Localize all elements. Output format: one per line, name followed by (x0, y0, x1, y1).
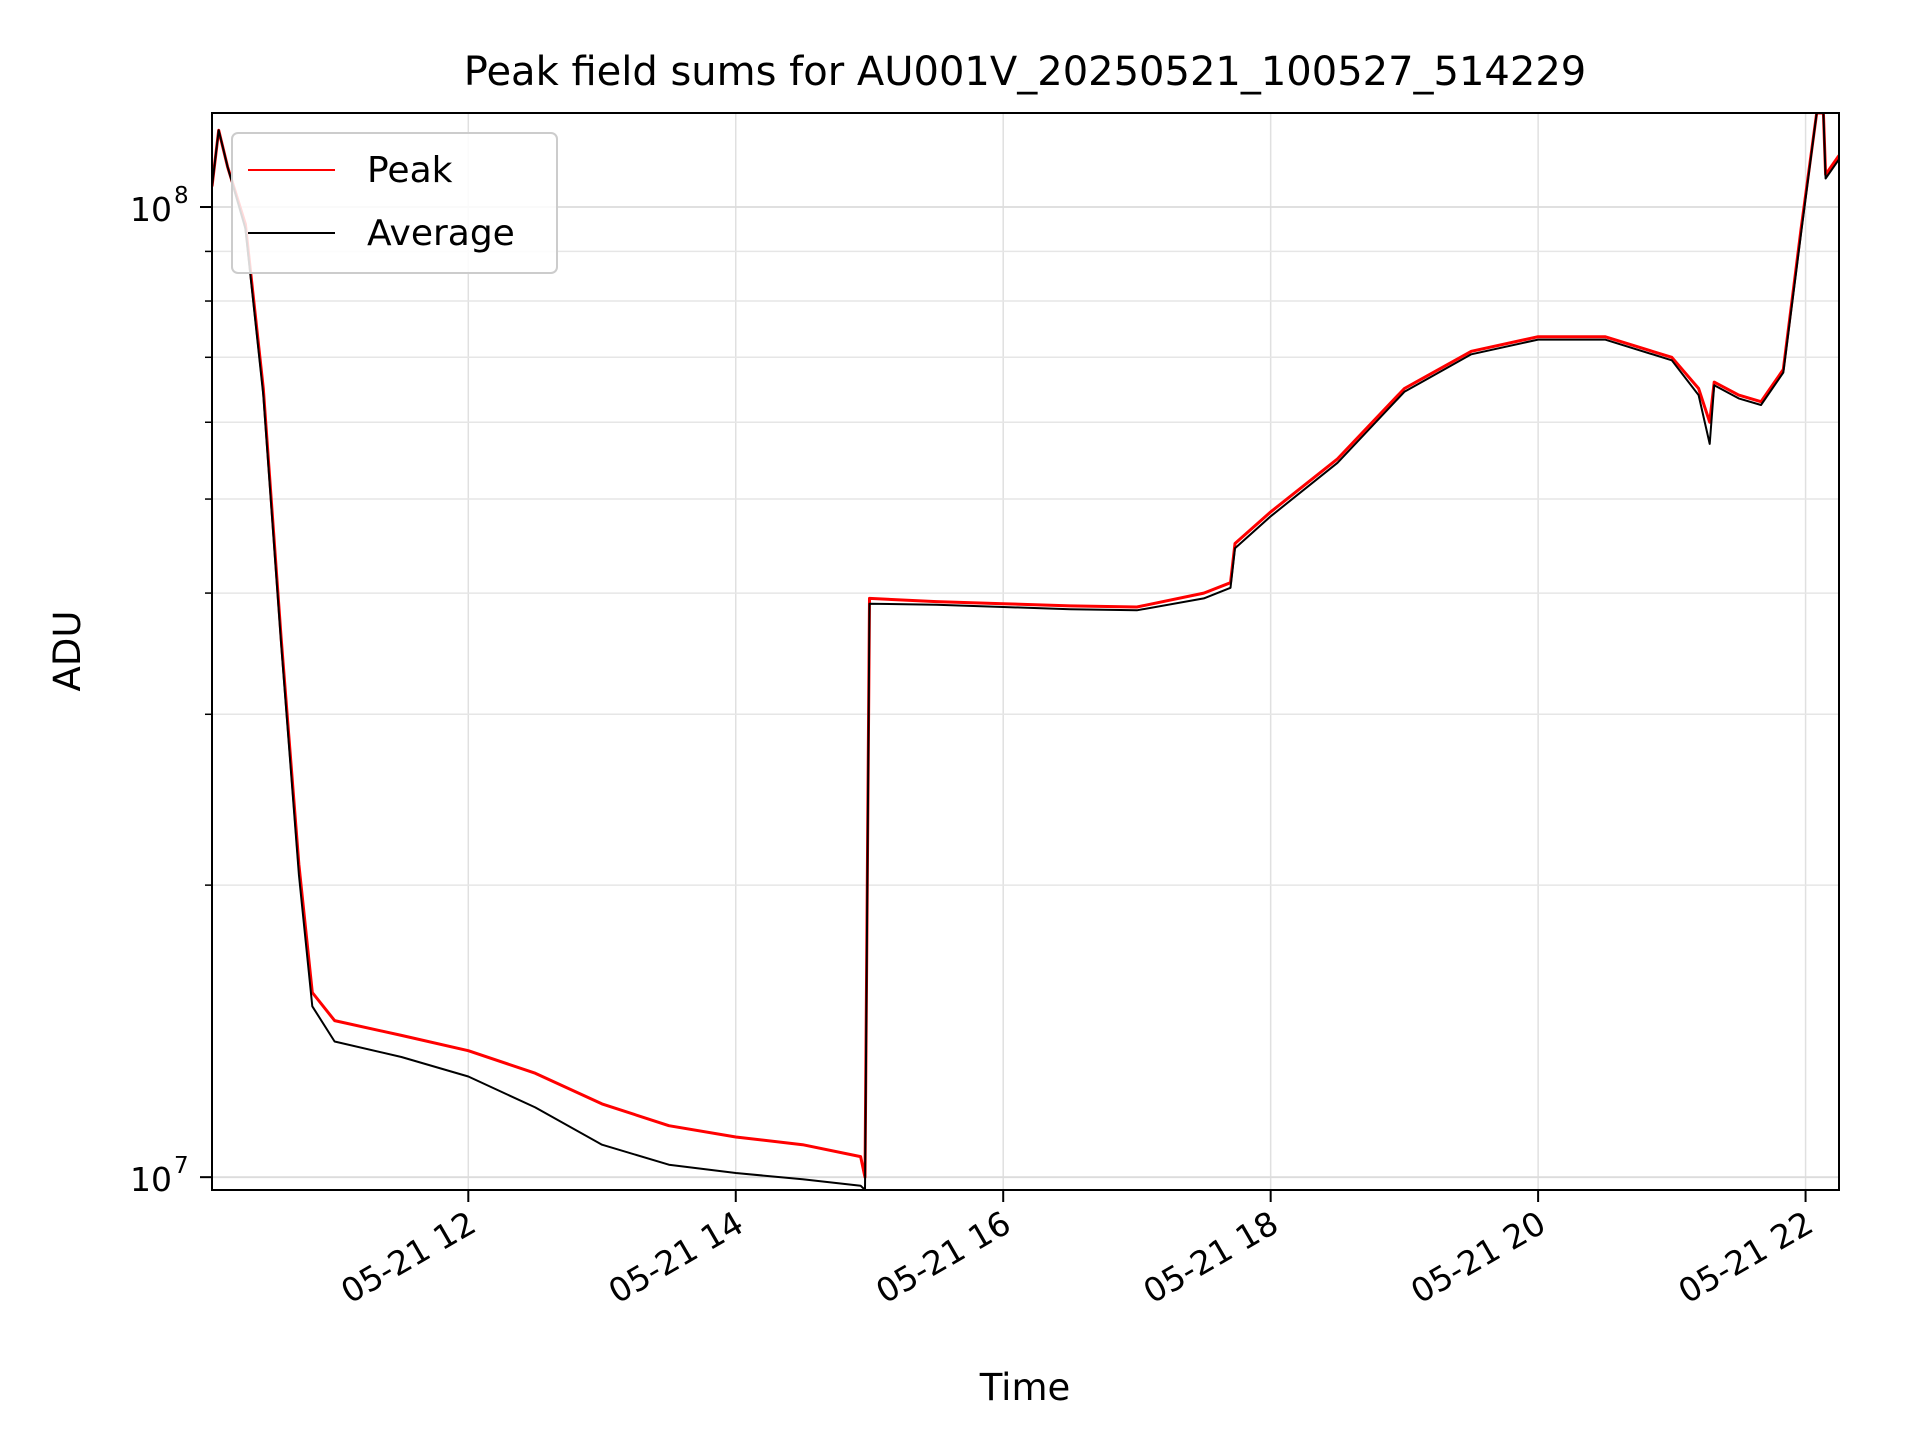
y-tick-base: 10 (130, 1160, 172, 1199)
y-tick-label: 10 8 (130, 183, 189, 229)
x-axis-label: Time (979, 1366, 1071, 1409)
legend-box (231, 132, 558, 274)
chart-title: Peak field sums for AU001V_20250521_1005… (464, 49, 1586, 95)
series-line-average (212, 113, 1839, 1190)
y-tick-exponent: 7 (174, 1153, 189, 1179)
y-tick-label: 10 7 (130, 1153, 189, 1199)
legend: Peak Average (231, 132, 558, 274)
y-tick-exponent: 8 (174, 183, 189, 209)
y-tick-base: 10 (130, 190, 172, 229)
y-axis-label: ADU (46, 611, 89, 692)
grid (212, 113, 1839, 1190)
legend-label-average: Average (367, 213, 515, 254)
series-line-peak (212, 113, 1839, 1179)
legend-label-peak: Peak (367, 150, 453, 191)
plot-frame (211, 112, 1840, 1191)
series-layer (212, 113, 1839, 1190)
